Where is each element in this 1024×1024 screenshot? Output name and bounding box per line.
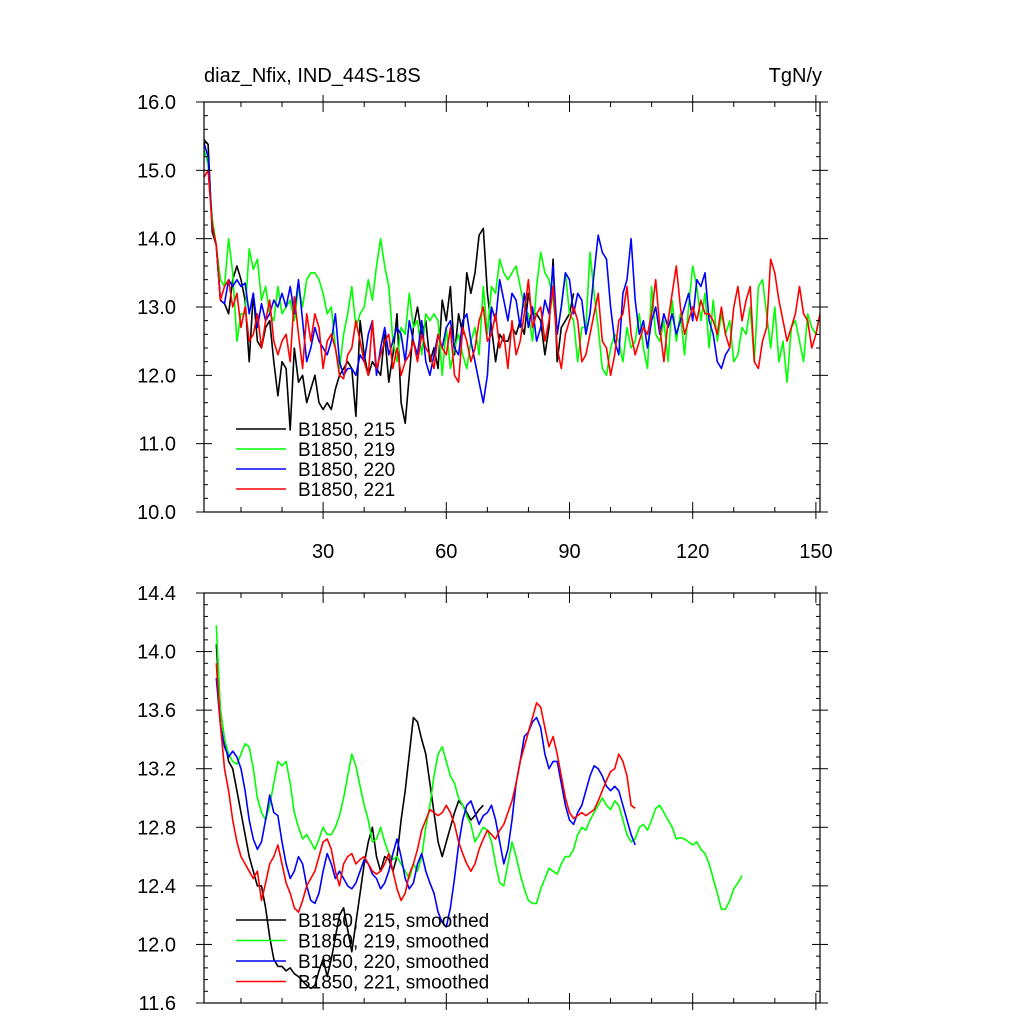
y-tick-label-bottom-3: 12.8: [137, 817, 176, 839]
x-tick-label-top-30: 30: [312, 541, 334, 563]
series-line-top-3: [204, 142, 731, 404]
plot-frame-bottom: [203, 592, 821, 1004]
series-line-bottom-4: [215, 663, 636, 914]
x-tick-label-top-90: 90: [558, 541, 580, 563]
y-tick-label-top-3: 13.0: [137, 297, 176, 319]
y-tick-label-bottom-2: 12.4: [137, 876, 176, 898]
y-tick-label-top-1: 11.0: [139, 434, 176, 456]
legend-label-top-2: B1850, 219: [298, 440, 395, 461]
legend-label-top-1: B1850, 215: [298, 420, 395, 441]
legend-label-bottom-3: B1850, 220, smoothed: [298, 952, 489, 973]
x-tick-label-top-150: 150: [799, 541, 832, 563]
series-line-top-4: [204, 169, 820, 384]
y-tick-label-top-2: 12.0: [137, 365, 176, 387]
series-line-top-2: [204, 149, 820, 384]
y-tick-label-bottom-4: 13.2: [137, 759, 176, 781]
panel-bottom: 11.6 12.0 12.4 12.8 13.2 13.6 14.0 14.4 B1850, …: [137, 583, 828, 1015]
y-tick-label-bottom-7: 14.4: [137, 583, 176, 605]
x-tick-label-top-120: 120: [676, 541, 709, 563]
y-tick-label-top-5: 15.0: [137, 160, 176, 182]
y-tick-label-top-6: 16.0: [137, 92, 176, 114]
chart-title-top: diaz_Nfix, IND_44S-18S: [204, 65, 421, 87]
y-tick-label-bottom-5: 13.6: [137, 700, 176, 722]
y-tick-label-bottom-0: 11.6: [139, 993, 176, 1015]
y-tick-label-top-0: 10.0: [137, 502, 176, 524]
legend-label-bottom-1: B1850, 215, smoothed: [298, 911, 489, 932]
chart-units-top: TgN/y: [769, 65, 822, 87]
series-line-bottom-2: [215, 625, 743, 911]
legend-label-top-4: B1850, 221: [298, 480, 395, 501]
y-tick-label-bottom-6: 14.0: [137, 642, 176, 664]
series-line-bottom-3: [215, 677, 636, 928]
legend-label-bottom-4: B1850, 221, smoothed: [298, 973, 489, 994]
panel-top: diaz_Nfix, IND_44S-18S TgN/y 30 60 90 120 15…: [137, 65, 833, 563]
series-line-bottom-1: [215, 644, 484, 990]
legend-label-bottom-2: B1850, 219, smoothed: [298, 932, 489, 953]
y-tick-label-bottom-1: 12.0: [137, 934, 176, 956]
y-tick-label-top-4: 14.0: [137, 229, 176, 251]
x-tick-label-top-60: 60: [435, 541, 457, 563]
legend-label-top-3: B1850, 220: [298, 460, 395, 481]
